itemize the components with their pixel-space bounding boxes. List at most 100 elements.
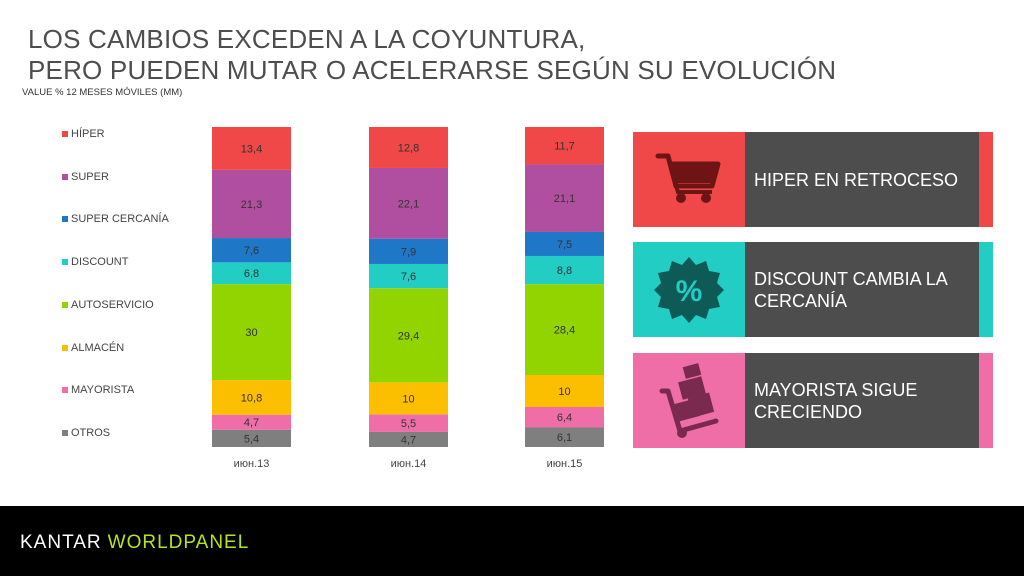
page-title: LOS CAMBIOS EXCEDEN A LA COYUNTURA, PERO…	[28, 24, 836, 86]
stacked-bar-chart: 5,4 4,7 10,8 30 6,8 7,6 21,3 13,4 июн.13 4,7 5,5 10…	[212, 127, 604, 470]
data-label: 10	[558, 386, 570, 398]
bar-segment	[525, 284, 604, 375]
legend-swatch	[62, 259, 68, 266]
bar-segment	[212, 127, 291, 170]
legend-label: MAYORISTA	[71, 384, 135, 397]
brand-right: WORLDPANEL	[107, 532, 250, 553]
legend-swatch	[62, 173, 68, 180]
data-label: 8,8	[557, 265, 572, 277]
legend-item: SUPER CERCANÍA	[62, 213, 169, 225]
data-label: 28,4	[554, 325, 575, 337]
x-tick-label: июн.15	[547, 458, 583, 470]
card-body: HIPER EN RETROCESO	[745, 132, 979, 227]
bar-segment	[212, 414, 291, 430]
bar-segment	[369, 288, 448, 383]
legend-item: MAYORISTA	[62, 384, 134, 396]
bar-segment	[525, 375, 604, 407]
bar-segment	[212, 284, 291, 381]
data-label: 5,4	[244, 433, 259, 445]
data-label: 7,5	[557, 239, 572, 251]
legend-swatch	[62, 344, 68, 351]
data-label: 12,8	[398, 142, 419, 154]
svg-text:%: %	[676, 275, 703, 308]
legend-swatch	[62, 387, 68, 394]
card-text: HIPER EN RETROCESO	[754, 169, 959, 190]
bar-segment	[525, 127, 604, 165]
legend-item: OTROS	[62, 427, 110, 439]
data-label: 6,4	[557, 412, 572, 424]
bar-segment	[525, 427, 604, 447]
data-label: 6,8	[244, 268, 259, 280]
legend-swatch	[62, 301, 68, 308]
bar-segment	[212, 238, 291, 263]
bar-segment	[369, 127, 448, 168]
bar-segment	[525, 164, 604, 232]
bar-segment	[369, 382, 448, 415]
bar-segment	[212, 429, 291, 447]
card-icon-box: %	[633, 242, 745, 337]
data-label: 5,5	[401, 418, 416, 430]
shopping-cart-icon	[655, 153, 721, 203]
legend-item: AUTOSERVICIO	[62, 299, 154, 311]
bar-segment	[369, 167, 448, 239]
hand-truck-icon	[659, 362, 719, 438]
legend-label: HÍPER	[71, 128, 105, 140]
data-label: 30	[245, 327, 257, 339]
bar-segment	[369, 414, 448, 432]
insight-card-mayorista: MAYORISTA SIGUE CRECIENDO	[633, 353, 993, 448]
title-line-1: LOS CAMBIOS EXCEDEN A LA COYUNTURA,	[28, 24, 586, 54]
data-label: 10,8	[241, 392, 262, 404]
legend-label: AUTOSERVICIO	[71, 298, 154, 311]
percent-badge-icon: %	[654, 256, 724, 323]
legend-item: ALMACÉN	[62, 342, 124, 354]
bar-segment	[369, 238, 448, 264]
bar-segment	[212, 262, 291, 285]
data-label: 10	[402, 393, 414, 405]
data-label: 6,1	[557, 432, 572, 444]
legend-item: DISCOUNT	[62, 256, 128, 268]
bar-segment	[525, 231, 604, 256]
bar-segment	[212, 380, 291, 415]
insight-card-discount: % DISCOUNT CAMBIA LA CERCANÍA	[633, 242, 993, 337]
bar-segment	[525, 255, 604, 285]
footer-bar: KANTAR WORLDPANEL	[0, 506, 1024, 576]
card-edge	[979, 242, 993, 337]
card-text: DISCOUNT CAMBIA LA CERCANÍA	[754, 268, 947, 311]
card-icon-box	[633, 132, 745, 227]
x-tick-label: июн.13	[234, 458, 270, 470]
brand-logo: KANTAR WORLDPANEL	[20, 532, 249, 554]
data-label: 22,1	[398, 198, 419, 210]
legend-label: SUPER CERCANÍA	[71, 213, 169, 226]
bar-segment	[369, 431, 448, 447]
data-label: 11,7	[554, 141, 575, 153]
legend-swatch	[62, 429, 68, 436]
data-label: 21,3	[241, 199, 262, 211]
data-label: 29,4	[398, 330, 419, 342]
data-label: 7,6	[401, 271, 416, 283]
data-label: 21,1	[554, 193, 575, 205]
card-text: MAYORISTA SIGUE CRECIENDO	[754, 379, 918, 422]
card-edge	[979, 353, 993, 448]
brand-left: KANTAR	[20, 532, 102, 553]
card-body: MAYORISTA SIGUE CRECIENDO	[745, 353, 979, 448]
legend-label: SUPER	[71, 170, 109, 183]
legend-label: DISCOUNT	[71, 256, 129, 269]
card-edge	[979, 132, 993, 227]
legend-swatch	[62, 216, 68, 223]
card-icon-box	[633, 353, 745, 448]
data-label: 7,6	[244, 245, 259, 257]
legend-item: HÍPER	[62, 128, 105, 140]
legend-label: OTROS	[71, 426, 111, 439]
bar-segment	[369, 263, 448, 289]
chart-subtitle: VALUE % 12 MESES MÓVILES (MM)	[22, 87, 183, 98]
bar-segment	[212, 169, 291, 239]
data-label: 13,4	[241, 143, 262, 155]
insight-card-hiper: HIPER EN RETROCESO	[633, 132, 993, 227]
legend-item: SUPER	[62, 171, 109, 183]
card-body: DISCOUNT CAMBIA LA CERCANÍA	[745, 242, 979, 337]
x-tick-label: июн.14	[391, 458, 427, 470]
bar-segment	[525, 407, 604, 428]
legend-swatch	[62, 131, 68, 137]
data-label: 4,7	[244, 417, 259, 429]
data-label: 7,9	[401, 246, 416, 258]
